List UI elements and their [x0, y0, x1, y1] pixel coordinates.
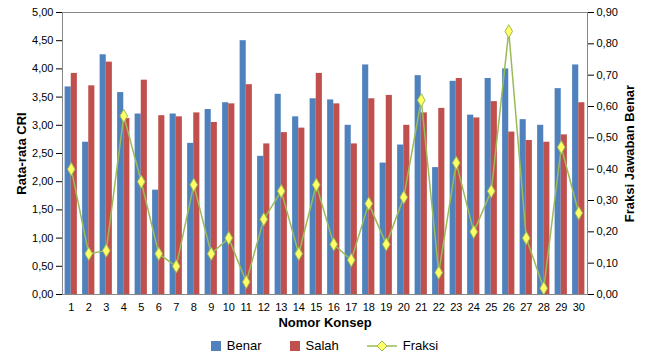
svg-text:1: 1 — [68, 301, 74, 313]
svg-text:2,00: 2,00 — [32, 175, 53, 187]
svg-text:29: 29 — [555, 301, 567, 313]
svg-text:2: 2 — [86, 301, 92, 313]
svg-text:6: 6 — [156, 301, 162, 313]
svg-text:25: 25 — [485, 301, 497, 313]
svg-text:13: 13 — [275, 301, 287, 313]
svg-text:21: 21 — [415, 301, 427, 313]
svg-text:15: 15 — [310, 301, 322, 313]
svg-text:0,00: 0,00 — [32, 288, 53, 300]
svg-text:0,20: 0,20 — [597, 225, 618, 237]
svg-text:0,50: 0,50 — [32, 260, 53, 272]
svg-text:3,00: 3,00 — [32, 119, 53, 131]
svg-text:0,10: 0,10 — [597, 257, 618, 269]
svg-text:Nomor Konsep: Nomor Konsep — [278, 315, 371, 330]
html-text:Benar: Benar — [226, 338, 262, 353]
svg-text:4,00: 4,00 — [32, 62, 53, 74]
svg-text:0,90: 0,90 — [597, 6, 618, 18]
svg-text:1,00: 1,00 — [32, 232, 53, 244]
svg-text:5,00: 5,00 — [32, 6, 53, 18]
svg-text:0,60: 0,60 — [597, 100, 618, 112]
svg-text:23: 23 — [450, 301, 462, 313]
svg-text:27: 27 — [520, 301, 532, 313]
svg-text:4,50: 4,50 — [32, 34, 53, 46]
svg-text:9: 9 — [208, 301, 214, 313]
svg-text:16: 16 — [328, 301, 340, 313]
svg-text:Rata-rata CRI: Rata-rata CRI — [14, 112, 29, 194]
svg-text:22: 22 — [433, 301, 445, 313]
svg-text:0,30: 0,30 — [597, 194, 618, 206]
svg-text:7: 7 — [173, 301, 179, 313]
svg-text:2,50: 2,50 — [32, 147, 53, 159]
svg-text:17: 17 — [345, 301, 357, 313]
svg-text:3: 3 — [103, 301, 109, 313]
svg-text:0,50: 0,50 — [597, 131, 618, 143]
svg-text:0,40: 0,40 — [597, 163, 618, 175]
svg-text:1,50: 1,50 — [32, 203, 53, 215]
svg-text:19: 19 — [380, 301, 392, 313]
svg-text:Fraksi Jawaban Benar: Fraksi Jawaban Benar — [622, 85, 637, 222]
svg-text:20: 20 — [398, 301, 410, 313]
svg-text:0,70: 0,70 — [597, 69, 618, 81]
svg-text:5: 5 — [138, 301, 144, 313]
svg-text:12: 12 — [258, 301, 270, 313]
svg-text:8: 8 — [191, 301, 197, 313]
html-text:Salah: Salah — [305, 338, 339, 353]
svg-text:4: 4 — [121, 301, 127, 313]
svg-text:14: 14 — [293, 301, 305, 313]
html-text:Fraksi: Fraksi — [402, 338, 439, 353]
svg-text:24: 24 — [468, 301, 480, 313]
svg-text:3,50: 3,50 — [32, 91, 53, 103]
svg-text:11: 11 — [241, 301, 252, 313]
svg-text:18: 18 — [363, 301, 375, 313]
svg-text:30: 30 — [573, 301, 585, 313]
svg-text:26: 26 — [503, 301, 515, 313]
svg-text:0,80: 0,80 — [597, 37, 618, 49]
svg-text:28: 28 — [538, 301, 550, 313]
svg-text:10: 10 — [223, 301, 235, 313]
svg-text:0,00: 0,00 — [597, 288, 618, 300]
